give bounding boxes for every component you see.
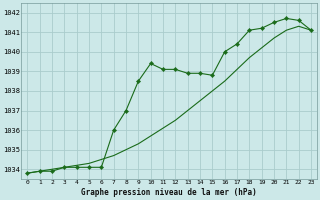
X-axis label: Graphe pression niveau de la mer (hPa): Graphe pression niveau de la mer (hPa)	[81, 188, 257, 197]
